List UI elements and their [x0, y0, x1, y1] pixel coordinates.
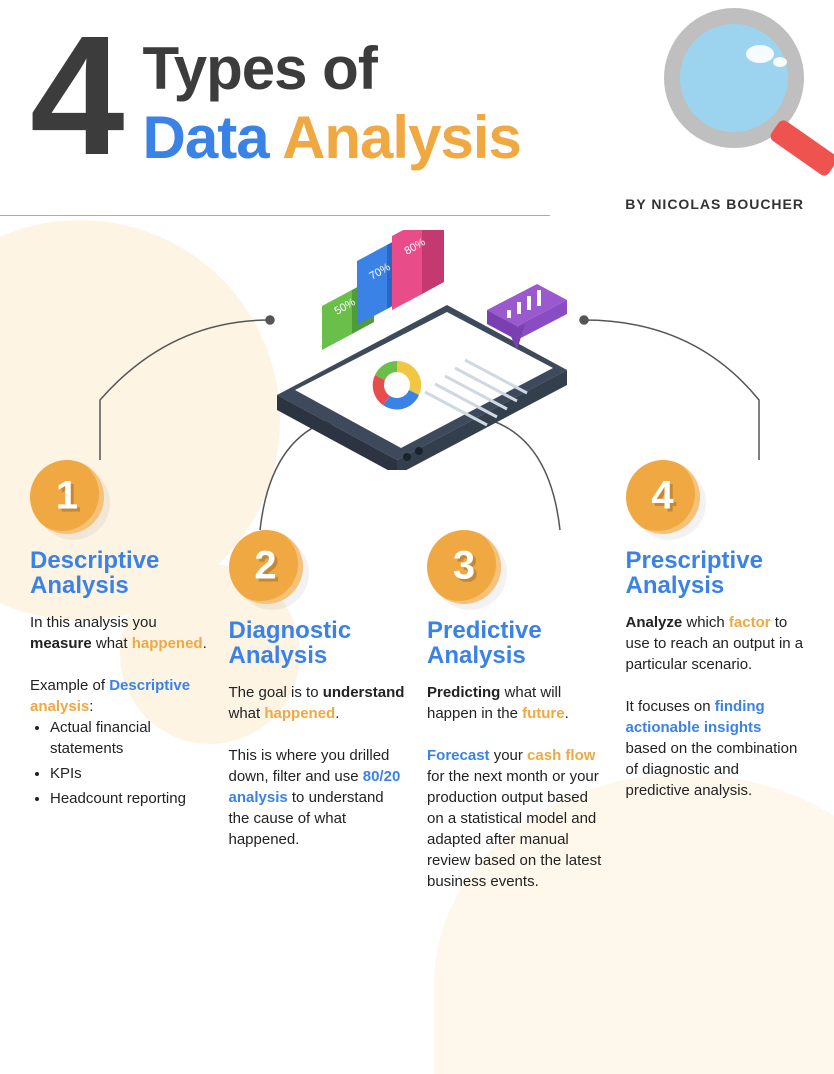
section-body: In this analysis you measure what happen… — [30, 612, 209, 809]
section-title: Descriptive Analysis — [30, 548, 209, 598]
section-body: Predicting what will happen in the futur… — [427, 682, 606, 892]
device-illustration: 50% 70% 80% — [247, 230, 587, 470]
section-descriptive: 1 Descriptive Analysis In this analysis … — [20, 460, 219, 822]
number-badge: 1 — [30, 460, 104, 534]
sections-row: 1 Descriptive Analysis In this analysis … — [0, 490, 834, 852]
section-title: Diagnostic Analysis — [229, 618, 408, 668]
magnifier-icon — [634, 8, 834, 188]
header-number: 4 — [30, 20, 125, 173]
title-line-1: Types of — [143, 34, 521, 103]
author-line: BY NICOLAS BOUCHER — [625, 196, 804, 212]
section-title: Prescriptive Analysis — [626, 548, 805, 598]
title-word-analysis: Analysis — [282, 104, 521, 171]
section-diagnostic: 2 Diagnostic Analysis The goal is to und… — [219, 530, 418, 892]
number-badge: 2 — [229, 530, 303, 604]
section-predictive: 3 Predictive Analysis Predicting what wi… — [417, 530, 616, 892]
section-body: Analyze which factor to use to reach an … — [626, 612, 805, 801]
title-word-data: Data — [143, 104, 269, 171]
section-prescriptive: 4 Prescriptive Analysis Analyze which fa… — [616, 460, 815, 822]
title-block: Types of Data Analysis — [143, 20, 521, 172]
section-body: The goal is to understand what happened.… — [229, 682, 408, 850]
title-line-2: Data Analysis — [143, 103, 521, 172]
number-badge: 3 — [427, 530, 501, 604]
number-badge: 4 — [626, 460, 700, 534]
section-title: Predictive Analysis — [427, 618, 606, 668]
divider-line — [0, 215, 550, 216]
connector-line — [574, 300, 804, 480]
